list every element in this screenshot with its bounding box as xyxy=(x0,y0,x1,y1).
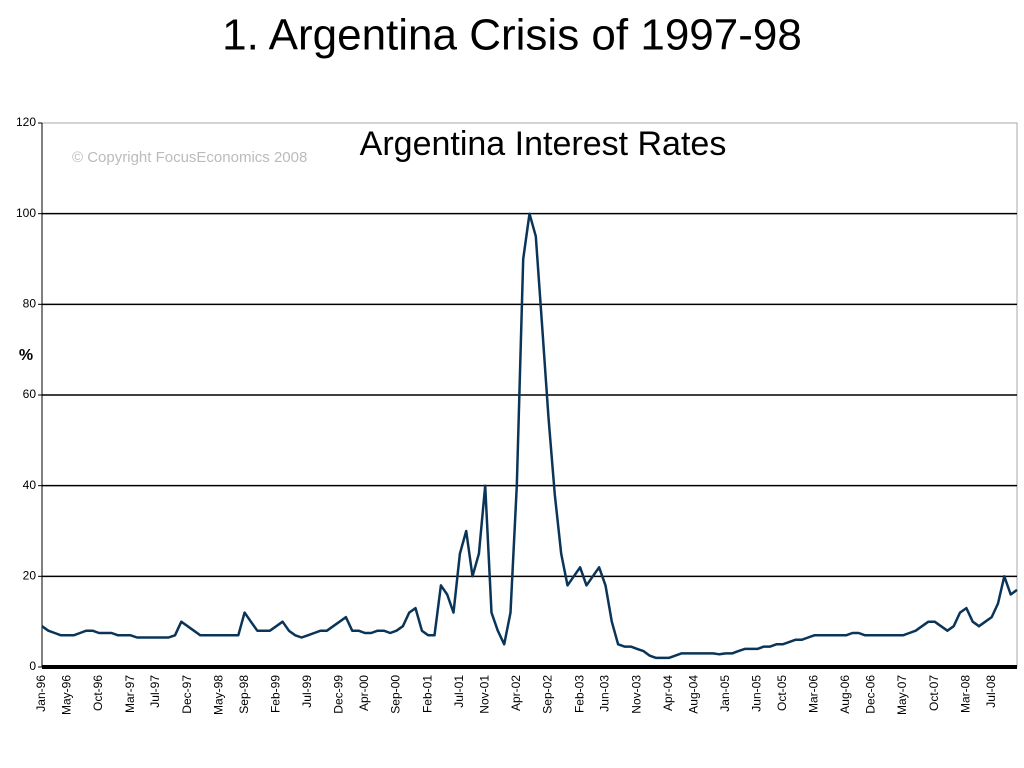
data-line xyxy=(41,212,1018,660)
x-tick-label: Dec-99 xyxy=(332,675,346,714)
x-tick-label: Feb-03 xyxy=(572,675,586,713)
x-tick-label: Dec-97 xyxy=(180,675,194,714)
x-tick-label: Mar-08 xyxy=(959,675,973,713)
x-tick-label: Jul-08 xyxy=(984,675,998,708)
x-tick-label: Apr-02 xyxy=(509,675,523,711)
x-tick-label: Oct-07 xyxy=(927,675,941,711)
x-tick-label: Feb-01 xyxy=(420,675,434,713)
chart-title: Argentina Interest Rates xyxy=(360,125,727,163)
x-tick-label: Jul-97 xyxy=(148,675,162,708)
y-tick-label: 100 xyxy=(16,206,36,220)
x-tick-label: Sep-02 xyxy=(541,675,555,714)
x-tick-label: Oct-05 xyxy=(775,675,789,711)
watermark: © Copyright FocusEconomics 2008 xyxy=(72,149,307,166)
y-tick-label: 40 xyxy=(23,478,37,492)
x-tick-label: Feb-99 xyxy=(268,675,282,713)
x-tick-label: Apr-04 xyxy=(661,675,675,711)
x-tick-label: Nov-01 xyxy=(477,675,491,714)
x-tick-label: Oct-96 xyxy=(91,675,105,711)
x-tick-label: May-98 xyxy=(211,675,225,715)
x-tick-label: Nov-03 xyxy=(629,675,643,714)
x-tick-label: Aug-06 xyxy=(838,675,852,714)
y-tick-label: 20 xyxy=(23,569,37,583)
x-tick-label: Jul-01 xyxy=(452,675,466,708)
x-tick-label: Sep-98 xyxy=(237,675,251,714)
x-tick-label: Mar-97 xyxy=(123,675,137,713)
x-tick-label: Aug-04 xyxy=(686,675,700,714)
x-tick-label: Jan-05 xyxy=(718,675,732,712)
x-tick-label: Apr-00 xyxy=(357,675,371,711)
x-tick-label: Jun-03 xyxy=(598,675,612,712)
y-tick-label: 120 xyxy=(16,115,36,129)
y-axis-label: % xyxy=(19,347,33,364)
x-tick-label: May-96 xyxy=(59,675,73,715)
x-tick-label: Jun-05 xyxy=(750,675,764,712)
x-tick-label: Dec-06 xyxy=(864,675,878,714)
y-tick-label: 0 xyxy=(29,659,36,673)
x-tick-label: Jan-96 xyxy=(34,675,48,712)
x-tick-label: Sep-00 xyxy=(389,675,403,714)
y-tick-label: 80 xyxy=(23,297,37,311)
x-tick-label: May-07 xyxy=(895,675,909,715)
x-tick-label: Mar-06 xyxy=(807,675,821,713)
page-heading: 1. Argentina Crisis of 1997-98 xyxy=(222,11,802,60)
y-tick-label: 60 xyxy=(23,387,37,401)
x-tick-label: Jul-99 xyxy=(300,675,314,708)
